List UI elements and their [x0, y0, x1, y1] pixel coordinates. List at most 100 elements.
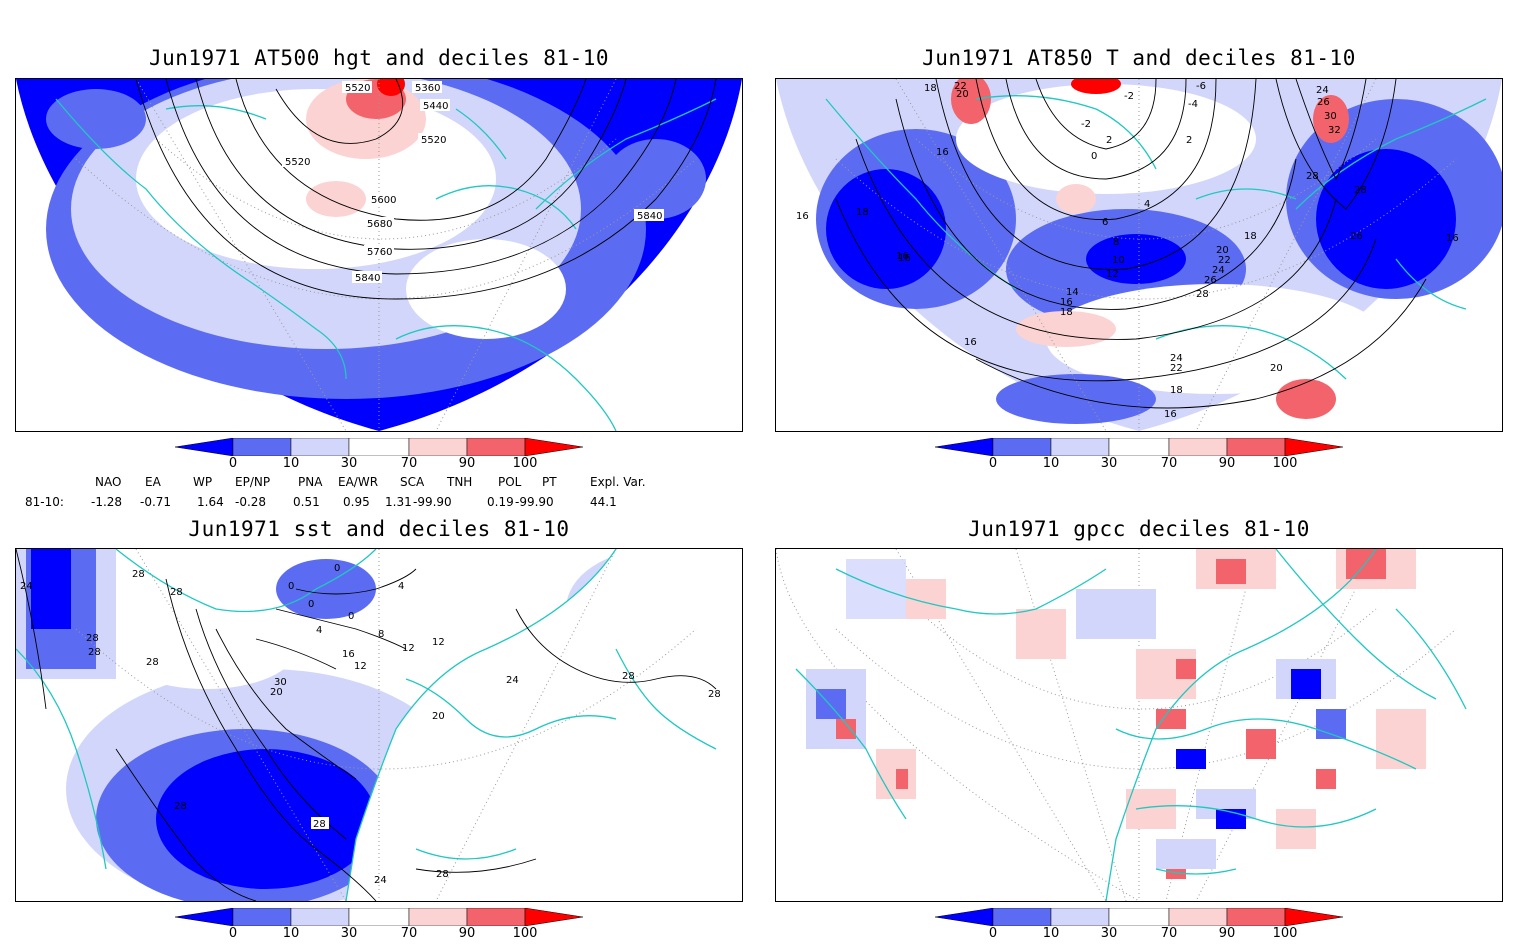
svg-text:16: 16 [1446, 233, 1459, 244]
svg-text:18: 18 [924, 83, 937, 94]
svg-text:30: 30 [1324, 111, 1337, 122]
contour-label: 5520 [342, 81, 372, 94]
svg-text:4: 4 [398, 581, 404, 592]
svg-text:0: 0 [334, 563, 340, 574]
index-value: 0.95 [343, 495, 370, 509]
colorbar-tick: 10 [282, 926, 300, 941]
svg-text:12: 12 [402, 643, 415, 654]
svg-text:22: 22 [1218, 255, 1231, 266]
svg-text:20: 20 [270, 687, 283, 698]
colorbar-tick: 70 [1160, 926, 1178, 941]
svg-text:5360: 5360 [415, 83, 440, 94]
svg-text:4: 4 [316, 625, 322, 636]
svg-text:4: 4 [1144, 199, 1150, 210]
svg-text:16: 16 [796, 211, 809, 222]
colorbar-tick: 70 [1160, 456, 1178, 471]
colorbar-tick: 100 [512, 926, 538, 941]
colorbar-gpcc: 0 10 30 70 90 100 [934, 907, 1345, 948]
svg-text:28: 28 [622, 671, 635, 682]
svg-text:24: 24 [506, 675, 519, 686]
panel-title-hgt500: Jun1971 AT500 hgt and deciles 81-10 [148, 46, 609, 70]
index-header: EP/NP [235, 475, 271, 489]
svg-text:28: 28 [132, 569, 145, 580]
index-row-label: 81-10: [25, 495, 64, 509]
contour-label: 5520 [282, 155, 312, 168]
contour-label: 5840 [634, 209, 664, 222]
svg-text:12: 12 [1106, 269, 1119, 280]
svg-text:0: 0 [348, 611, 354, 622]
svg-text:28: 28 [146, 657, 159, 668]
svg-text:28: 28 [436, 869, 449, 880]
index-header: SCA [400, 475, 425, 489]
index-header: EA [145, 475, 161, 489]
svg-text:28: 28 [88, 647, 101, 658]
index-value: 44.1 [590, 495, 617, 509]
svg-text:24: 24 [1212, 265, 1225, 276]
panel-title-gpcc: Jun1971 gpcc deciles 81-10 [968, 517, 1310, 541]
colorbar-tick: 100 [1272, 926, 1298, 941]
svg-text:5840: 5840 [355, 273, 380, 284]
colorbar-tick: 30 [1100, 456, 1118, 471]
map-sst: 24 28 28 28 28 0 0 0 4 0 4 8 12 12 16 12… [15, 548, 743, 902]
index-value: -1.28 [91, 495, 123, 509]
colorbar-tick: 30 [340, 926, 358, 941]
svg-text:5520: 5520 [285, 157, 310, 168]
svg-text:18: 18 [1244, 231, 1257, 242]
svg-text:18: 18 [1060, 307, 1073, 318]
colorbar-tick: 90 [1218, 926, 1236, 941]
svg-text:5520: 5520 [421, 135, 446, 146]
index-value: 0.19 [487, 495, 514, 509]
svg-text:-6: -6 [1196, 81, 1206, 92]
svg-text:24: 24 [1170, 353, 1183, 364]
svg-text:12: 12 [432, 637, 445, 648]
contour-label: 5520 [418, 133, 448, 146]
svg-text:5840: 5840 [637, 211, 662, 222]
colorbar-tick: 90 [1218, 456, 1236, 471]
contour-label: 5600 [368, 193, 398, 206]
svg-text:0: 0 [1091, 151, 1097, 162]
svg-text:16: 16 [896, 251, 909, 262]
svg-text:20: 20 [1270, 363, 1283, 374]
index-value: 1.31 [385, 495, 412, 509]
svg-text:26: 26 [1204, 275, 1217, 286]
svg-text:16: 16 [342, 649, 355, 660]
svg-text:16: 16 [936, 147, 949, 158]
svg-text:28: 28 [1354, 185, 1367, 196]
svg-text:-2: -2 [1081, 119, 1091, 130]
panel-title-t850: Jun1971 AT850 T and deciles 81-10 [922, 46, 1356, 70]
svg-text:6: 6 [1102, 217, 1108, 228]
svg-text:12: 12 [354, 661, 367, 672]
svg-text:5440: 5440 [423, 101, 448, 112]
contour-label: 5680 [364, 217, 394, 230]
svg-text:8: 8 [378, 629, 384, 640]
svg-text:26: 26 [1317, 97, 1330, 108]
colorbar-tick: 0 [228, 456, 238, 471]
colorbar-tick: 90 [458, 456, 476, 471]
index-header: NAO [95, 475, 122, 489]
svg-text:28: 28 [86, 633, 99, 644]
svg-text:28: 28 [1306, 171, 1319, 182]
svg-text:0: 0 [288, 581, 294, 592]
svg-text:28: 28 [170, 587, 183, 598]
colorbar-tick: 90 [458, 926, 476, 941]
svg-text:16: 16 [964, 337, 977, 348]
colorbar-tick: 30 [1100, 926, 1118, 941]
svg-text:-2: -2 [1124, 91, 1134, 102]
map-t850: 18 22 20 -6 -4 -2 -2 2 0 2 24 26 30 32 2… [775, 78, 1503, 432]
index-header: EA/WR [338, 475, 379, 489]
svg-text:28: 28 [708, 689, 721, 700]
svg-text:26: 26 [1350, 231, 1363, 242]
svg-text:5520: 5520 [345, 83, 370, 94]
svg-text:24: 24 [1316, 85, 1329, 96]
colorbar-tick: 100 [1272, 456, 1298, 471]
index-value: -0.28 [235, 495, 267, 509]
svg-text:32: 32 [1328, 125, 1341, 136]
map-gpcc [775, 548, 1503, 902]
svg-text:16: 16 [898, 253, 911, 264]
svg-text:5600: 5600 [371, 195, 396, 206]
index-value: -99.90 [413, 495, 452, 509]
svg-text:28: 28 [1196, 289, 1209, 300]
index-header: WP [193, 475, 213, 489]
svg-text:20: 20 [956, 89, 969, 100]
colorbar-tick: 10 [1042, 456, 1060, 471]
